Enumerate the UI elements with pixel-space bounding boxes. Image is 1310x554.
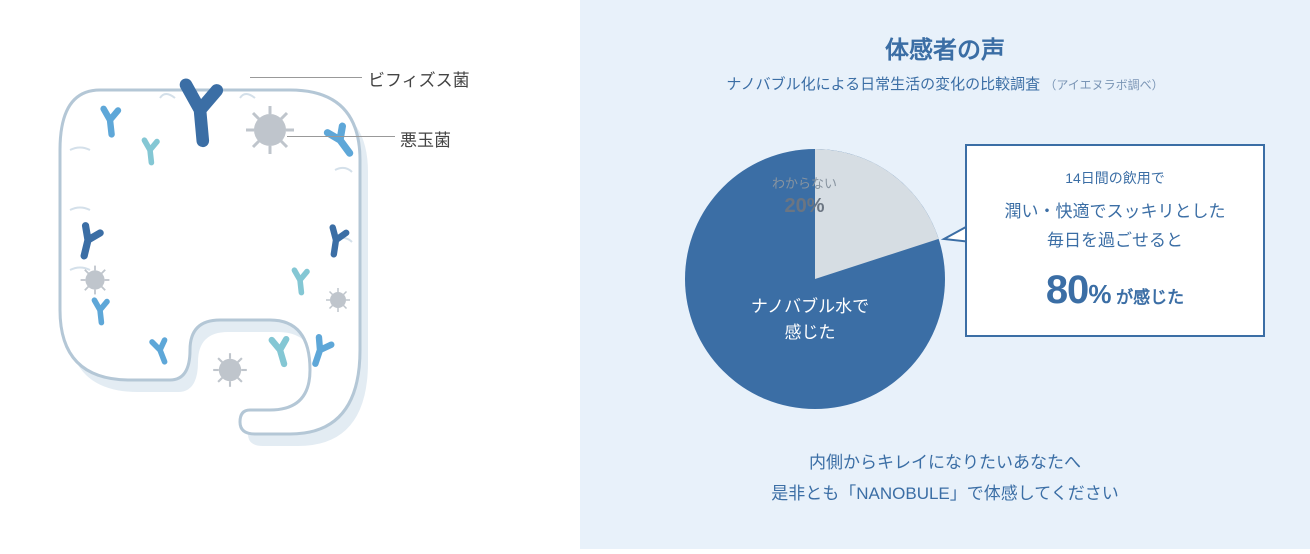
pie-label-main: ナノバブル水で感じた (735, 294, 885, 345)
callout-line2: 毎日を過ごせると (1047, 231, 1183, 250)
callout-stat: 80% が感じた (985, 268, 1245, 313)
subtitle-main: ナノバブル化による日常生活の変化の比較調査 (726, 76, 1040, 93)
callout-pretitle: 14日間の飲用で (985, 168, 1245, 188)
pie-unknown-pct: 20% (772, 193, 837, 219)
bottom-line1: 内側からキレイになりたいあなたへ (620, 448, 1270, 479)
subtitle-note: （アイエヌラボ調べ） (1044, 78, 1163, 92)
panel-subtitle: ナノバブル化による日常生活の変化の比較調査 （アイエヌラボ調べ） (620, 73, 1270, 94)
callout-box: 14日間の飲用で 潤い・快適でスッキリとした 毎日を過ごせると 80% が感じた (965, 144, 1265, 337)
bottom-message: 内側からキレイになりたいあなたへ 是非とも「NANOBULE」で体感してください (620, 448, 1270, 509)
callout-line1: 潤い・快適でスッキリとした (1005, 202, 1226, 221)
label-bifidus: ビフィズス菌 (368, 66, 470, 91)
callout-body: 潤い・快適でスッキリとした 毎日を過ごせると (985, 198, 1245, 256)
pie-main-text: ナノバブル水で感じた (751, 297, 869, 342)
callout-big-number: 80 (1046, 268, 1089, 312)
intestine-diagram-panel: ビフィズス菌 悪玉菌 (0, 0, 580, 549)
intestine-illustration (0, 0, 580, 549)
leader-line (287, 136, 395, 137)
bottom-line2: 是非とも「NANOBULE」で体感してください (620, 479, 1270, 510)
pie-unknown-text: わからない (772, 176, 837, 193)
callout-suffix: が感じた (1111, 288, 1184, 307)
panel-title: 体感者の声 (620, 30, 1270, 65)
pie-label-unknown: わからない 20% (772, 176, 837, 219)
label-bad-bacteria: 悪玉菌 (400, 126, 451, 151)
survey-panel: 体感者の声 ナノバブル化による日常生活の変化の比較調査 （アイエヌラボ調べ） わ… (580, 0, 1310, 549)
callout-pct-mark: % (1088, 279, 1111, 309)
pie-chart-area: わからない 20% ナノバブル水で感じた 14日間の飲用で 潤い・快適でスッキリ… (620, 114, 1270, 444)
leader-line (250, 77, 362, 78)
